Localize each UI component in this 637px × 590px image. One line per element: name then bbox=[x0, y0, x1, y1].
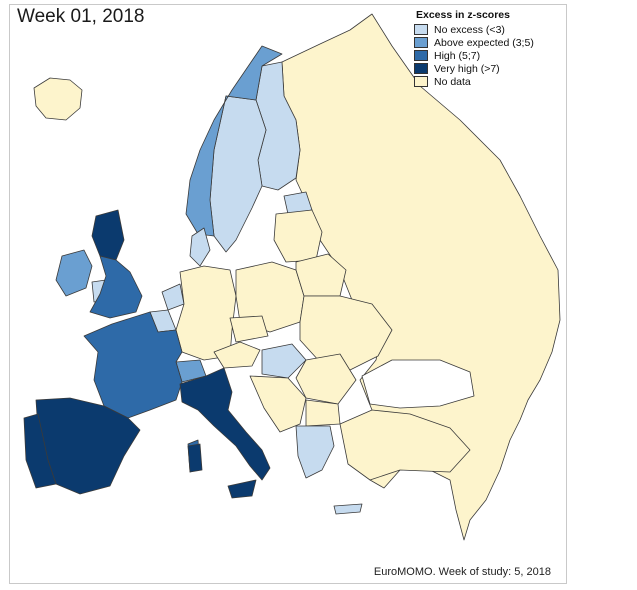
region-latvia-lithuania[interactable] bbox=[273, 209, 323, 263]
region-ireland[interactable] bbox=[55, 249, 93, 297]
map-title: Week 01, 2018 bbox=[17, 6, 145, 27]
legend-title: Excess in z-scores bbox=[416, 9, 510, 21]
region-hungary[interactable] bbox=[261, 343, 307, 379]
region-scotland[interactable] bbox=[91, 209, 125, 261]
region-ukraine[interactable] bbox=[299, 295, 393, 371]
region-austria[interactable] bbox=[213, 341, 261, 369]
region-portugal[interactable] bbox=[23, 413, 57, 489]
legend-swatch bbox=[414, 37, 428, 48]
source-note: EuroMOMO. Week of study: 5, 2018 bbox=[373, 566, 551, 578]
region-czechia[interactable] bbox=[229, 315, 269, 343]
region-sicily[interactable] bbox=[227, 479, 257, 499]
legend-item: Very high (>7) bbox=[414, 62, 564, 75]
legend-swatch bbox=[414, 63, 428, 74]
legend-label: Very high (>7) bbox=[434, 62, 500, 75]
region-norway[interactable] bbox=[185, 45, 283, 237]
black-sea bbox=[361, 359, 475, 409]
region-england[interactable] bbox=[89, 255, 143, 319]
region-iceland[interactable] bbox=[33, 77, 83, 121]
legend-label: No data bbox=[434, 75, 471, 88]
region-crete[interactable] bbox=[333, 503, 363, 515]
region-bulgaria[interactable] bbox=[305, 399, 341, 427]
legend-label: High (5;7) bbox=[434, 49, 481, 62]
legend-item: No excess (<3) bbox=[414, 23, 564, 36]
legend-swatch bbox=[414, 24, 428, 35]
region-france[interactable] bbox=[83, 311, 183, 419]
legend-label: Above expected (3;5) bbox=[434, 36, 534, 49]
region-sardinia[interactable] bbox=[187, 443, 203, 473]
legend-swatch bbox=[414, 50, 428, 61]
legend-label: No excess (<3) bbox=[434, 23, 505, 36]
legend-item: High (5;7) bbox=[414, 49, 564, 62]
region-greece[interactable] bbox=[295, 425, 335, 479]
legend: Excess in z-scores No excess (<3) Above e… bbox=[414, 9, 564, 88]
region-netherlands[interactable] bbox=[161, 283, 185, 311]
region-denmark[interactable] bbox=[189, 227, 211, 267]
region-turkey[interactable] bbox=[339, 409, 471, 481]
region-germany[interactable] bbox=[175, 265, 237, 361]
region-balkans[interactable] bbox=[249, 375, 307, 433]
legend-item: Above expected (3;5) bbox=[414, 36, 564, 49]
region-italy[interactable] bbox=[179, 367, 271, 481]
legend-item: No data bbox=[414, 75, 564, 88]
legend-swatch bbox=[414, 76, 428, 87]
